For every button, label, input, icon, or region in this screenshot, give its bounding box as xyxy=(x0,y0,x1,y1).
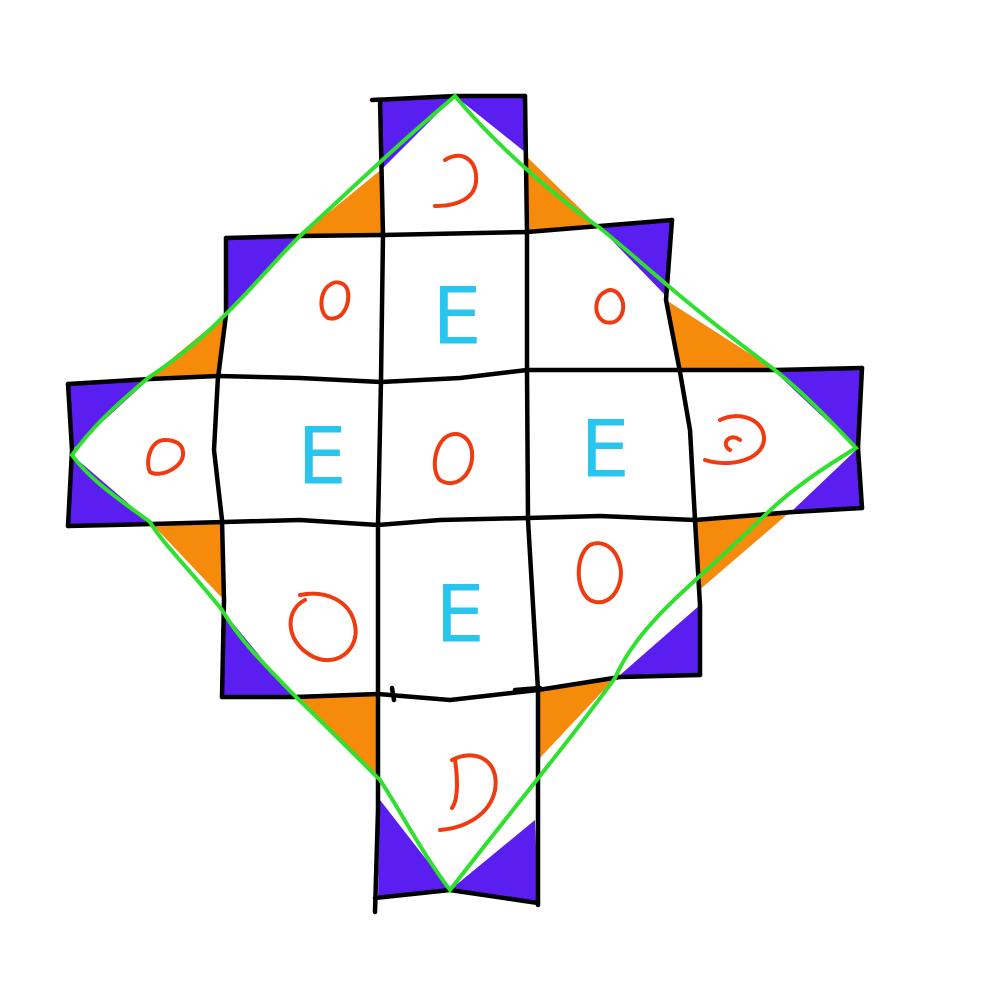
circle-mark-row3-right xyxy=(703,414,767,466)
grid-line-far-right-upper xyxy=(663,217,703,678)
orange-fill-4 xyxy=(666,300,775,370)
circle-marks xyxy=(146,153,767,832)
circle-mark-row4-right xyxy=(576,541,623,605)
circle-mark-center xyxy=(432,432,475,486)
circle-mark-top xyxy=(433,153,479,208)
diamond-outline xyxy=(69,93,860,894)
orange-fill-8 xyxy=(538,678,615,760)
circle-mark-row2-left xyxy=(319,280,351,321)
letter-mark-row4: E xyxy=(435,570,484,660)
blue-fill-right-lower xyxy=(793,450,862,510)
circle-mark-row3-left xyxy=(146,438,186,476)
blue-fill-bottom-left xyxy=(378,800,450,898)
circle-mark-row4-left xyxy=(288,591,358,663)
grid-line-tick-1 xyxy=(389,685,397,703)
circle-mark-row2-right xyxy=(594,288,626,325)
orange-fill-5 xyxy=(152,522,224,600)
blue-fill-top-right xyxy=(455,96,525,152)
grid-line-row-4 xyxy=(65,505,865,529)
grid-line-tick-2 xyxy=(512,685,543,693)
letter-mark-row3-left: E xyxy=(297,412,346,502)
orange-fill-6 xyxy=(695,512,790,592)
grid-line-far-left xyxy=(65,381,75,529)
blue-fill-lower-right xyxy=(620,605,700,675)
grid-line-row-3 xyxy=(65,365,865,387)
letter-mark-row2: E xyxy=(432,272,481,362)
letter-mark-row3-right: E xyxy=(580,405,629,495)
grid-line-row-2 xyxy=(223,217,675,241)
circle-mark-bottom xyxy=(438,753,498,832)
grid-line-right-top-col xyxy=(522,93,541,908)
blue-fill-bottom-right xyxy=(450,820,538,903)
letter-marks: E E E E xyxy=(297,272,629,660)
